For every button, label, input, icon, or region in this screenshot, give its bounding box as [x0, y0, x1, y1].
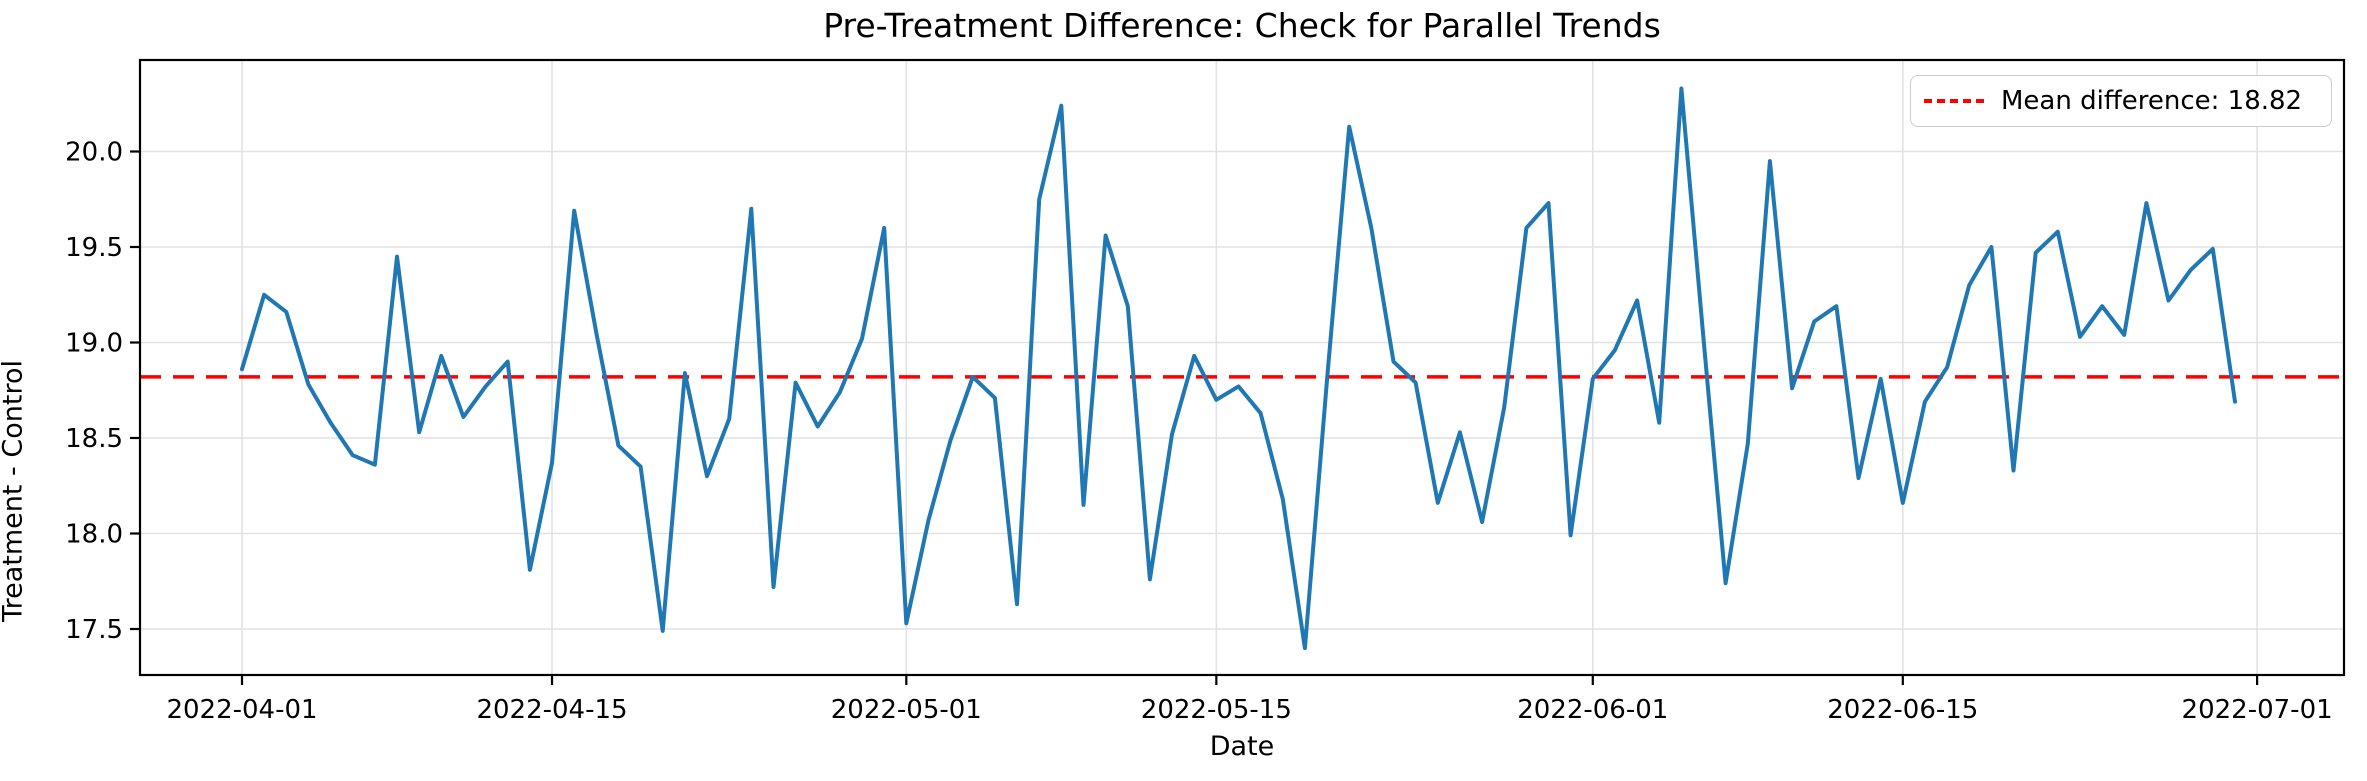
x-tick-label: 2022-07-01	[2182, 695, 2333, 725]
x-tick-label: 2022-05-15	[1141, 695, 1292, 725]
mean-line-legend-sample	[1924, 99, 1984, 103]
x-axis-label: Date	[1209, 731, 1275, 762]
y-tick-label: 19.0	[65, 329, 123, 359]
legend-label: Mean difference: 18.82	[2001, 86, 2303, 116]
y-tick-label: 20.0	[65, 138, 123, 168]
y-tick-label: 19.5	[65, 233, 123, 263]
x-tick-label: 2022-06-01	[1517, 695, 1668, 725]
axes-frame	[138, 58, 2346, 677]
legend: Mean difference: 18.82	[1910, 75, 2332, 127]
y-tick-label: 18.0	[65, 520, 123, 550]
y-axis-label-text: Treatment - Control	[0, 360, 28, 622]
x-tick-label: 2022-05-01	[831, 695, 982, 725]
x-tick-label: 2022-04-01	[166, 695, 317, 725]
y-tick-label: 18.5	[65, 424, 123, 454]
y-tick-label: 17.5	[65, 615, 123, 645]
x-tick-label: 2022-04-15	[476, 695, 627, 725]
chart-title: Pre-Treatment Difference: Check for Para…	[823, 6, 1661, 45]
series-line	[240, 86, 2237, 651]
x-tick-label: 2022-06-15	[1827, 695, 1978, 725]
